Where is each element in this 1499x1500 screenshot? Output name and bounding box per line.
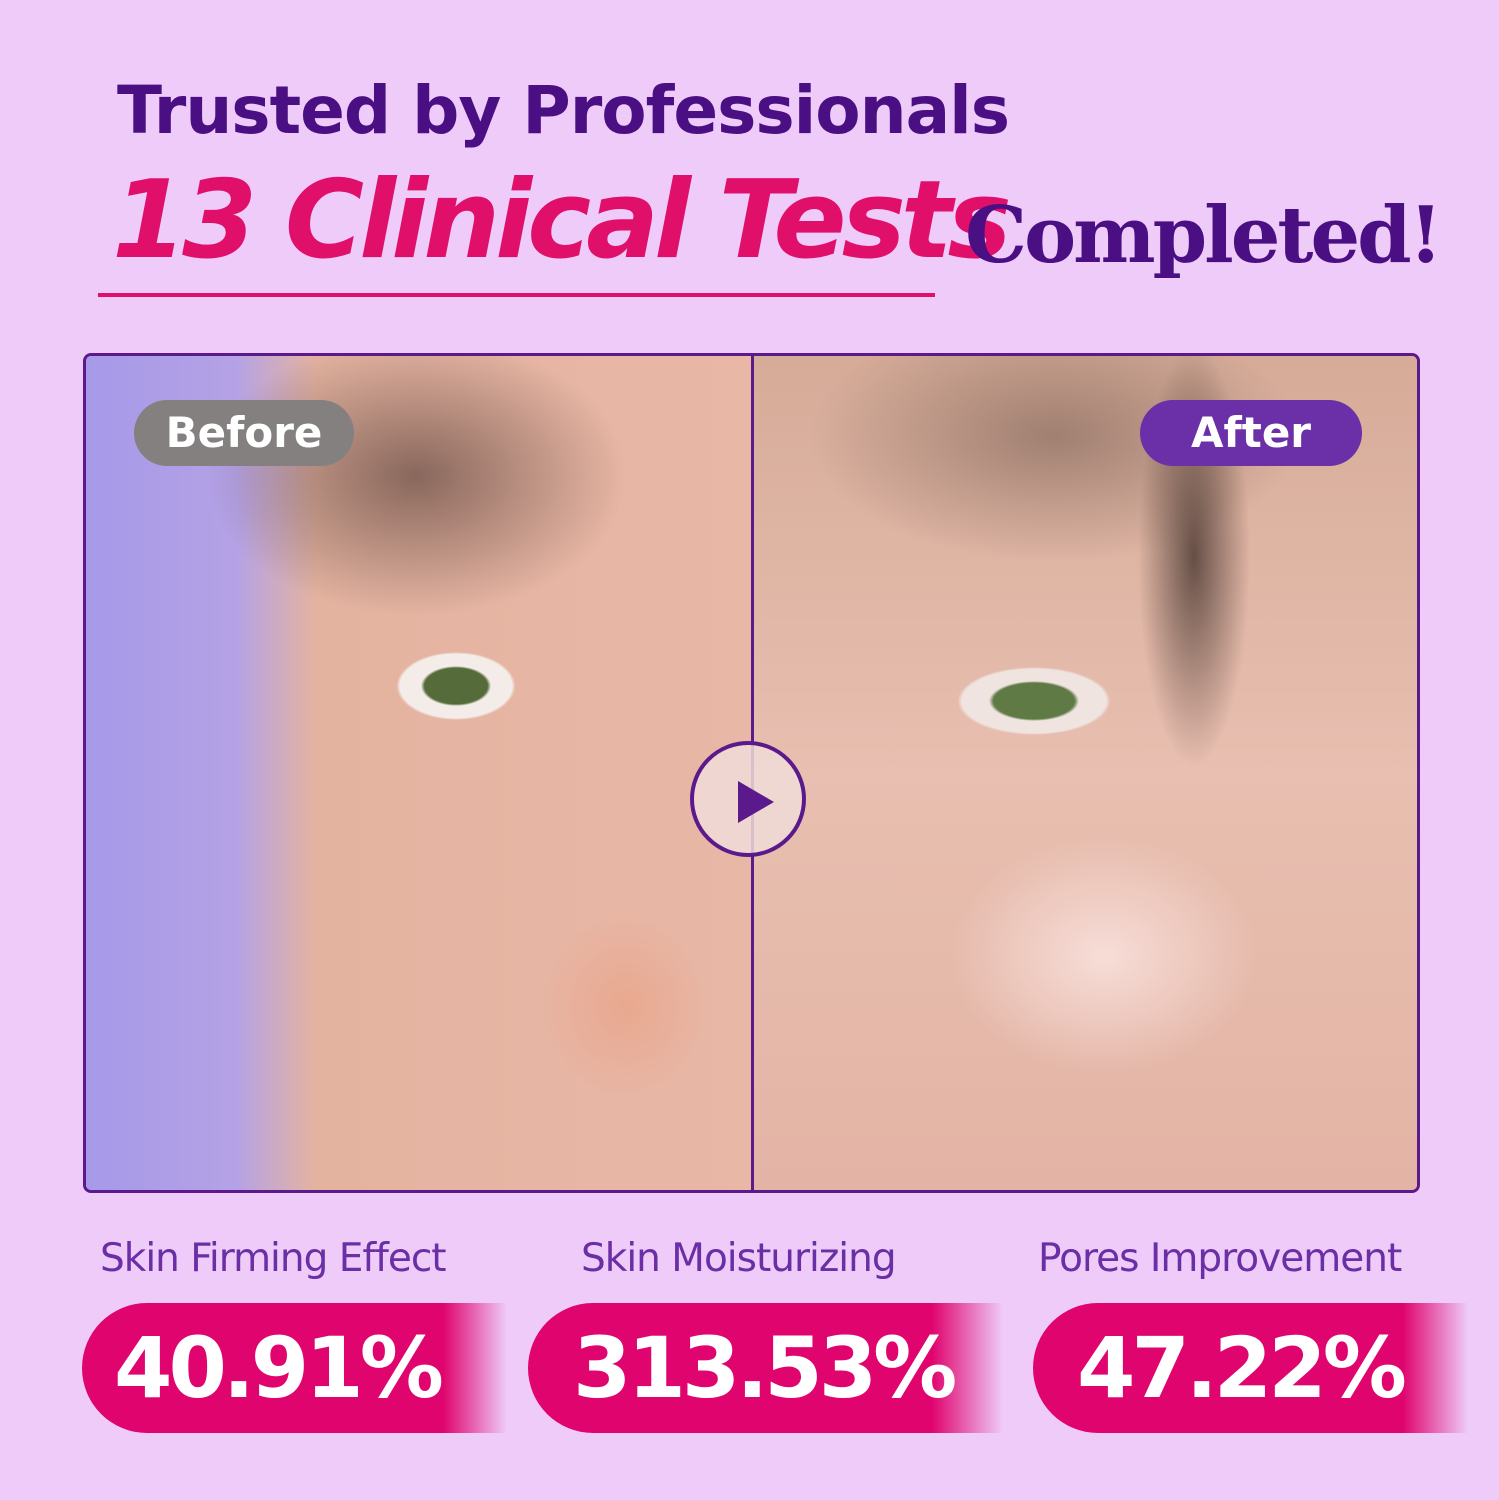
headline-trusted: Trusted by Professionals: [117, 72, 1010, 149]
before-after-photo: Before After: [83, 353, 1420, 1193]
play-button[interactable]: [690, 741, 806, 857]
stat-label-pores: Pores Improvement: [1038, 1236, 1402, 1281]
play-icon: [738, 781, 774, 823]
stat-value-pores: 47.22%: [1077, 1319, 1407, 1417]
stat-value-firming: 40.91%: [114, 1319, 444, 1417]
stat-label-firming: Skin Firming Effect: [100, 1236, 447, 1281]
stat-value-moisturizing: 313.53%: [573, 1319, 957, 1417]
stat-pill-pores: 47.22%: [1033, 1303, 1468, 1433]
after-photo: [754, 356, 1417, 1190]
after-badge: After: [1140, 400, 1362, 466]
stat-pill-moisturizing: 313.53%: [528, 1303, 1003, 1433]
before-photo: [86, 356, 752, 1190]
stat-pill-firming: 40.91%: [82, 1303, 507, 1433]
stat-label-moisturizing: Skin Moisturizing: [581, 1236, 897, 1281]
before-badge: Before: [134, 400, 354, 466]
headline-underline: [98, 293, 935, 297]
headline-completed: Completed!: [965, 190, 1443, 281]
headline-clinical-tests: 13 Clinical Tests: [112, 158, 1012, 283]
